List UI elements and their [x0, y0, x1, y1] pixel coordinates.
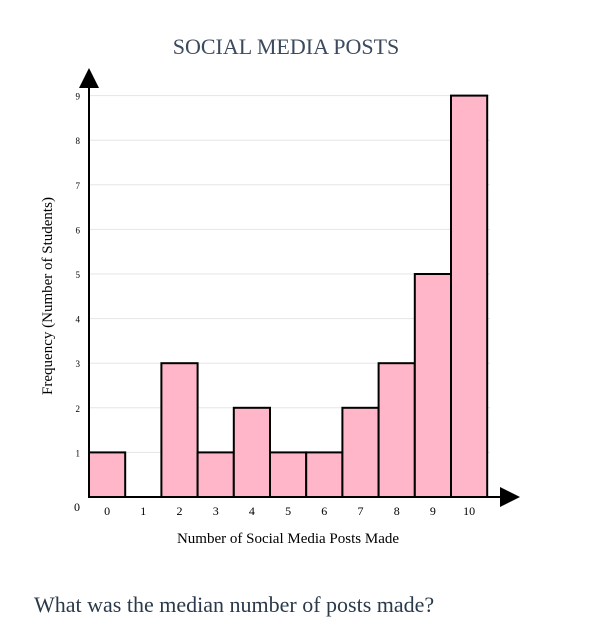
y-tick-label-4: 4 [76, 315, 81, 325]
y-tick-label-9: 9 [76, 92, 81, 102]
y-tick-label-0: 0 [74, 500, 80, 514]
ticks-layer: 0 1 2 3 4 5 6 7 8 9 0 1 2 3 4 5 6 7 8 9 10 [74, 92, 475, 518]
bar-0 [88, 451, 127, 498]
x-tick-label-1: 1 [140, 504, 146, 518]
x-tick-label-5: 5 [285, 504, 291, 518]
x-tick-label-9: 9 [430, 504, 436, 518]
y-tick-label-1: 1 [76, 448, 81, 458]
x-tick-label-0: 0 [104, 504, 110, 518]
x-axis-label: Number of Social Media Posts Made [177, 531, 399, 547]
y-tick-label-7: 7 [76, 181, 81, 191]
bar-9 [413, 273, 452, 498]
bar-5 [269, 451, 308, 498]
x-tick-label-10: 10 [463, 504, 475, 518]
bars-layer [88, 94, 489, 499]
chart-title: SOCIAL MEDIA POSTS [173, 34, 400, 59]
x-tick-label-2: 2 [177, 504, 183, 518]
x-tick-label-4: 4 [249, 504, 255, 518]
bar-10 [450, 94, 489, 498]
x-tick-label-8: 8 [394, 504, 400, 518]
y-tick-label-5: 5 [76, 270, 81, 280]
axes-layer [79, 68, 520, 507]
x-tick-label-7: 7 [358, 504, 364, 518]
x-tick-label-6: 6 [321, 504, 327, 518]
bar-8 [377, 362, 416, 499]
question-text: What was the median number of posts made… [34, 592, 435, 617]
bar-2 [160, 362, 199, 499]
bar-6 [305, 451, 344, 498]
y-tick-label-2: 2 [76, 404, 81, 414]
y-tick-label-6: 6 [76, 225, 81, 235]
bar-4 [232, 406, 272, 498]
grid-layer [89, 95, 490, 453]
bar-3 [196, 451, 235, 498]
bar-7 [341, 406, 380, 498]
y-axis-label: Frequency (Number of Students) [40, 197, 56, 395]
y-tick-label-8: 8 [76, 136, 81, 146]
y-tick-label-3: 3 [76, 359, 81, 369]
x-tick-label-3: 3 [213, 504, 219, 518]
